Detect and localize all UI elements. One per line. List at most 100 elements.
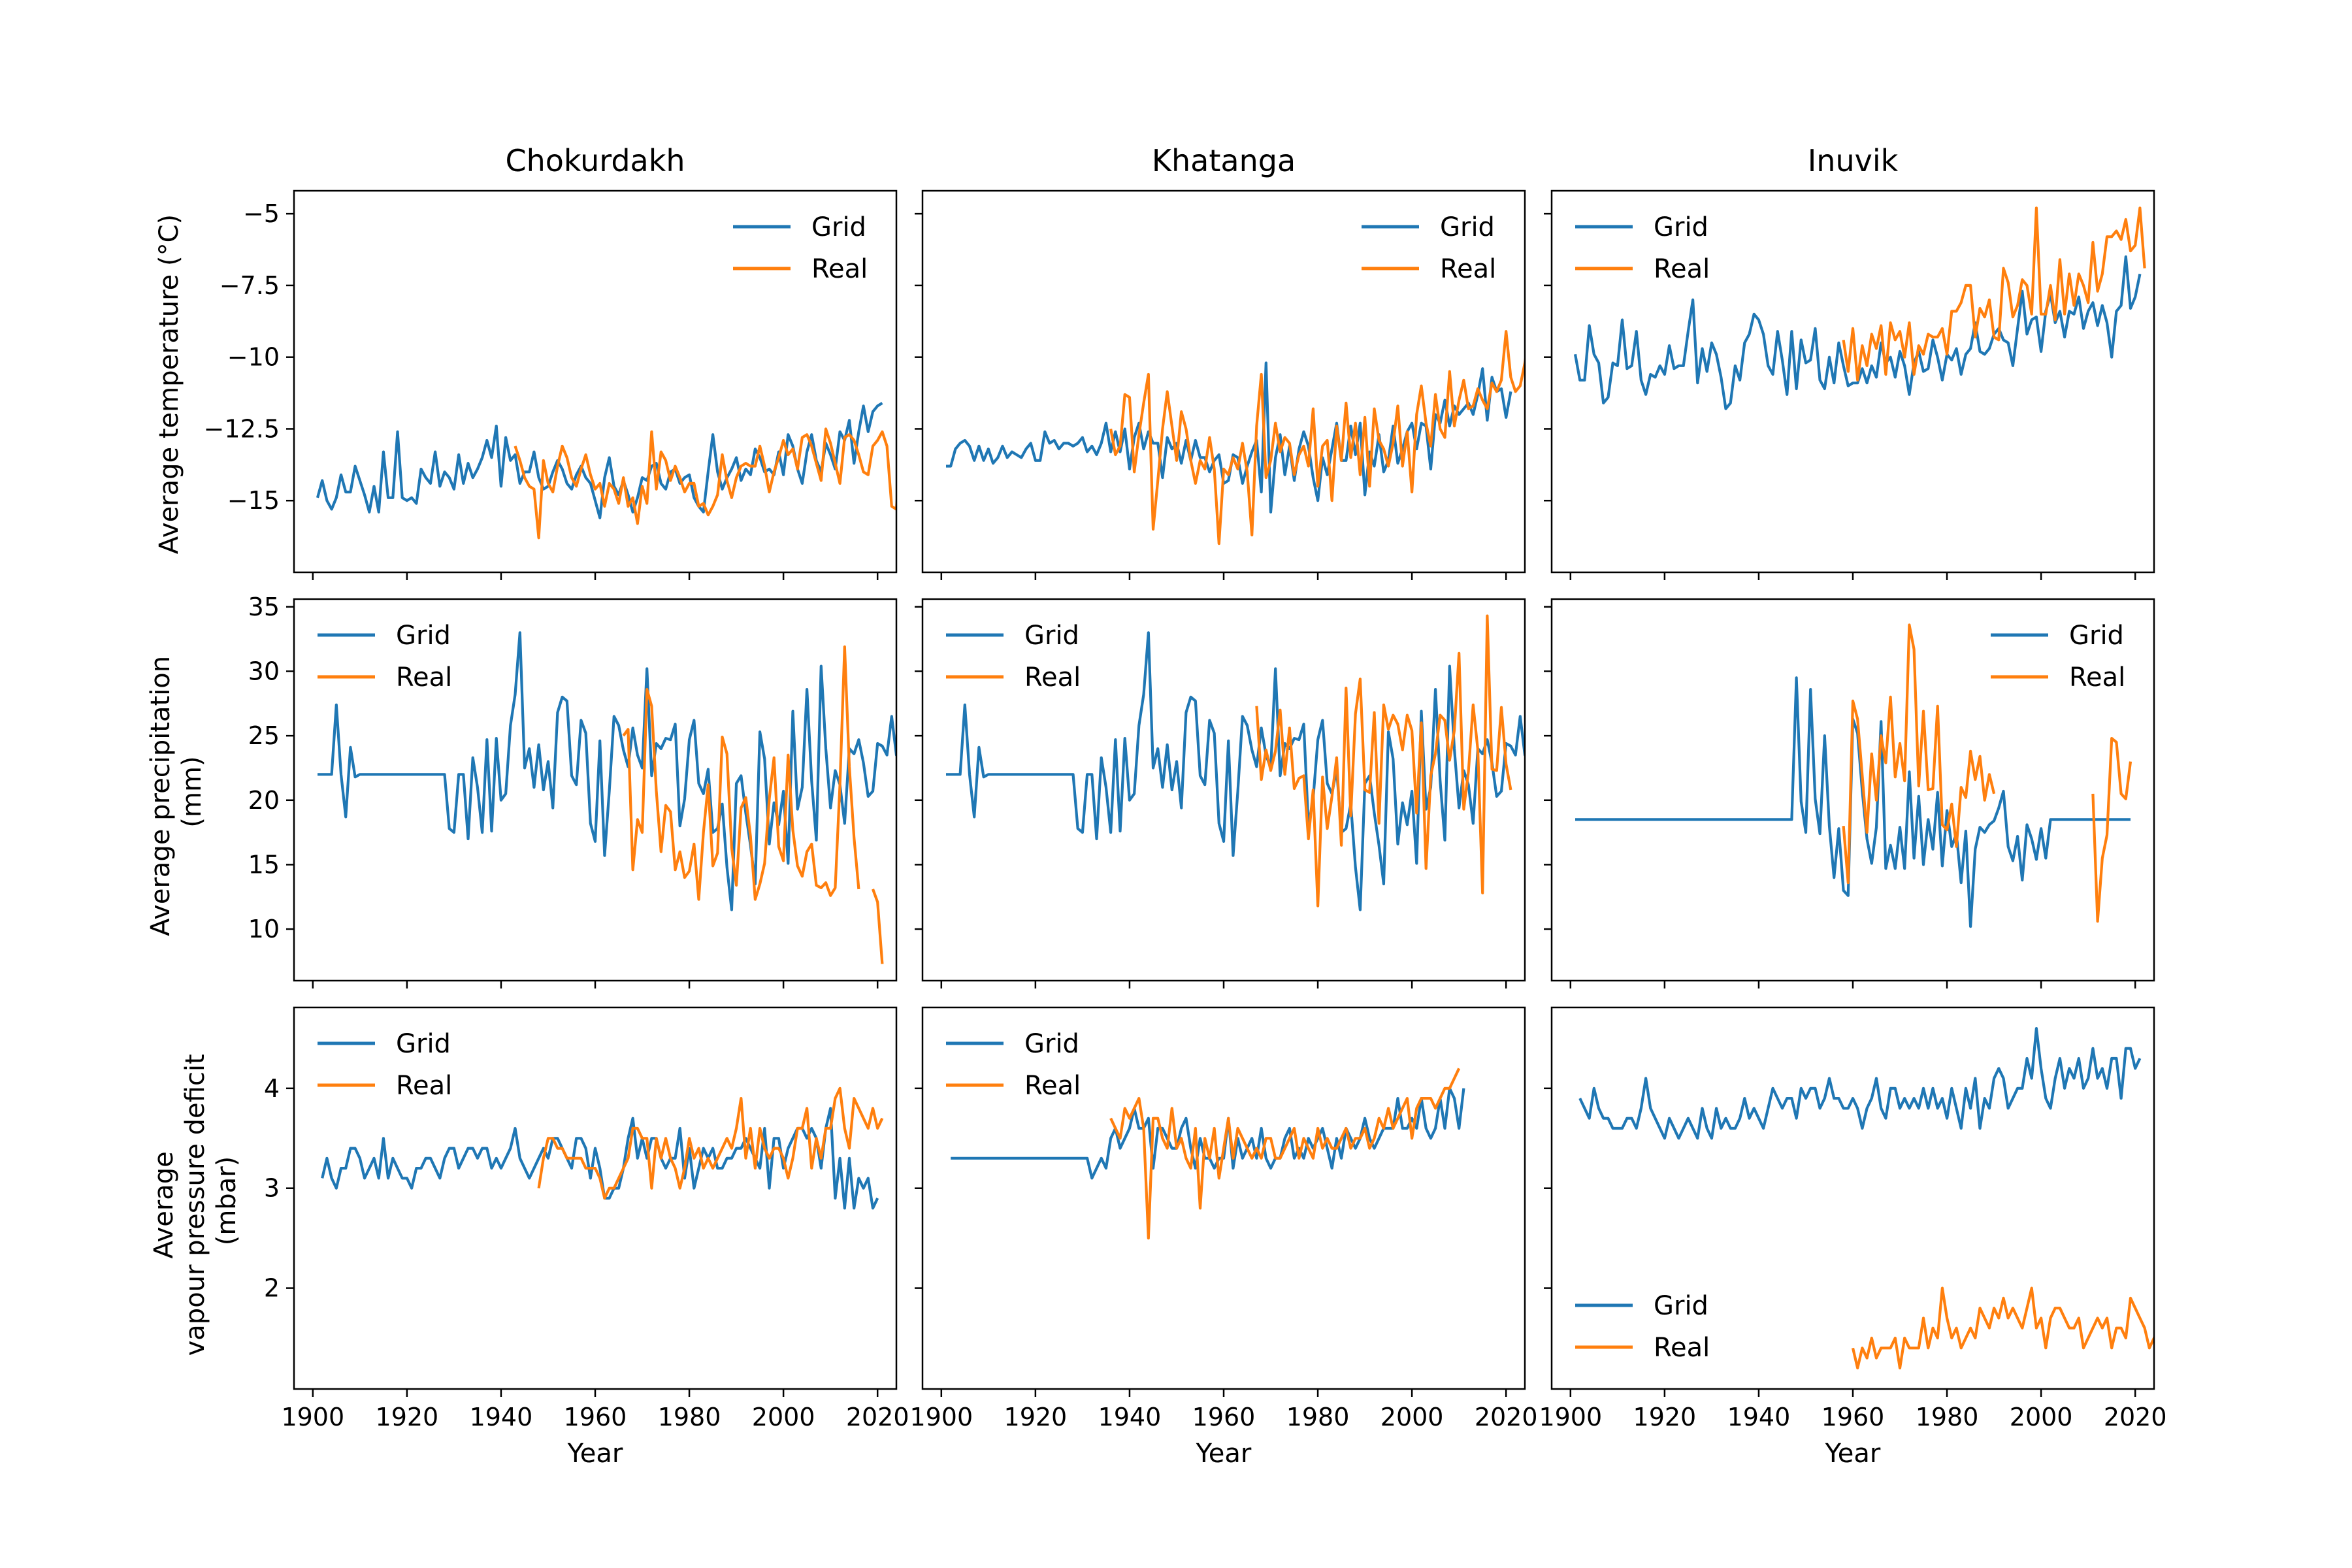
legend-label-grid: Grid [811, 212, 866, 242]
legend: Grid Real [1991, 621, 2125, 693]
panel-chokurdakh-temperature: −15 −12.5 −10 −7.5 −5 Grid Real [204, 189, 898, 580]
y-tick-label: 10 [248, 915, 280, 943]
column-title-khatanga: Khatanga [1152, 143, 1296, 178]
legend-label-real: Real [1654, 254, 1710, 284]
x-tick-label: 1980 [1916, 1403, 1979, 1431]
y-tick-label: 20 [248, 786, 280, 815]
x-tick-label: 1980 [658, 1403, 721, 1431]
series-line-grid [951, 1086, 1465, 1180]
x-tick-label: 2000 [1380, 1403, 1444, 1431]
row-label-temperature-line-1: Average temperature (°C) [154, 214, 184, 554]
series-line-grid [1578, 1027, 2142, 1140]
x-tick-label: 2020 [846, 1403, 909, 1431]
series-line-grid [946, 361, 1512, 514]
x-tick-label: 1960 [1192, 1403, 1256, 1431]
legend-label-real: Real [396, 662, 452, 693]
legend: Grid Real [318, 621, 452, 693]
legend-label-real: Real [396, 1071, 452, 1101]
panels: −15 −12.5 −10 −7.5 −5 Grid Real Grid Real Grid Rea… [204, 189, 2167, 1469]
series-line-grid [316, 402, 883, 519]
y-tick-label: −7.5 [220, 271, 280, 300]
series-line-real [537, 1086, 884, 1200]
legend-label-real: Real [811, 254, 868, 284]
x-tick-label: 1920 [1004, 1403, 1068, 1431]
legend-label-real: Real [1440, 254, 1496, 284]
x-tick-label: 1900 [281, 1403, 344, 1431]
x-tick-label: 1900 [1539, 1403, 1602, 1431]
series-group [946, 330, 1525, 546]
x-tick-label: 1960 [564, 1403, 627, 1431]
y-tick-label: 2 [264, 1274, 280, 1303]
y-tick-label: 4 [264, 1074, 280, 1103]
series-line-grid [946, 631, 1525, 911]
x-tick-label: 1940 [470, 1403, 533, 1431]
y-tick-label: 35 [248, 593, 280, 621]
x-tick-label: 1920 [376, 1403, 439, 1431]
legend: Grid Real [318, 1029, 452, 1101]
series-group [318, 631, 896, 964]
legend: Grid Real [946, 621, 1081, 693]
x-tick-label: 1940 [1727, 1403, 1791, 1431]
row-label-vpd: Average vapour pressure deficit (mbar) [149, 1046, 242, 1356]
x-tick-label: 2000 [752, 1403, 815, 1431]
x-tick-label: 1920 [1633, 1403, 1697, 1431]
legend: Grid Real [946, 1029, 1081, 1101]
legend-label-grid: Grid [1024, 1029, 1079, 1059]
y-tick-label: −10 [227, 343, 280, 372]
panel-chokurdakh-vpd: 1900 1920 1940 1960 1980 2000 2020 Year 2 3 4 Grid R… [264, 1006, 909, 1469]
panel-khatanga-temperature: Grid Real [915, 189, 1526, 580]
row-label-vpd-line-1: Average [149, 1151, 179, 1258]
legend-label-grid: Grid [1440, 212, 1495, 242]
panel-inuvik-vpd: 1900 1920 1940 1960 1980 2000 2020 Year Grid Real [1539, 1006, 2167, 1469]
series-line-grid [318, 631, 896, 911]
panel-khatanga-precipitation: Grid Real [915, 598, 1526, 988]
series-line-real [622, 645, 884, 964]
x-axis-label: Year [567, 1439, 623, 1469]
row-label-temperature: Average temperature (°C) [154, 214, 184, 554]
series-group [1578, 1027, 2154, 1369]
x-tick-label: 1980 [1286, 1403, 1350, 1431]
series-group [951, 1068, 1465, 1240]
panel-khatanga-vpd: 1900 1920 1940 1960 1980 2000 2020 Year Grid Real [909, 1006, 1538, 1469]
x-tick-label: 1940 [1098, 1403, 1162, 1431]
legend: Grid Real [1362, 212, 1496, 284]
column-title-chokurdakh: Chokurdakh [505, 143, 685, 178]
x-tick-label: 2020 [1475, 1403, 1538, 1431]
legend-label-real: Real [1654, 1333, 1710, 1363]
series-group [1575, 623, 2132, 928]
x-tick-label: 2020 [2104, 1403, 2167, 1431]
x-axis-label: Year [1196, 1439, 1252, 1469]
series-group [946, 614, 1525, 911]
legend-label-grid: Grid [2069, 621, 2124, 651]
legend: Grid Real [1575, 1291, 1710, 1363]
legend: Grid Real [733, 212, 868, 284]
row-label-vpd-line-3: (mbar) [212, 1156, 242, 1246]
legend: Grid Real [1575, 212, 1710, 284]
series-line-real [1109, 1068, 1461, 1240]
row-label-precipitation: Average precipitation (mm) [146, 647, 207, 936]
series-line-real [514, 427, 896, 540]
panel-chokurdakh-precipitation: 10 15 20 25 30 35 Grid Real [248, 593, 898, 988]
series-line-real [1109, 330, 1525, 546]
series-line-real [1842, 623, 2132, 923]
legend-label-grid: Grid [1654, 212, 1708, 242]
y-tick-label: −15 [227, 486, 280, 515]
legend-label-grid: Grid [1654, 1291, 1708, 1321]
y-tick-label: 30 [248, 657, 280, 685]
y-tick-label: 15 [248, 850, 280, 879]
legend-label-grid: Grid [1024, 621, 1079, 651]
y-tick-label: 25 [248, 721, 280, 750]
series-group [1573, 206, 2146, 410]
legend-label-real: Real [1024, 1071, 1081, 1101]
series-line-real [1842, 206, 2146, 382]
legend-label-real: Real [2069, 662, 2125, 693]
y-tick-label: −12.5 [204, 414, 280, 443]
y-tick-label: −5 [243, 199, 280, 228]
row-label-precipitation-line-1: Average precipitation [146, 656, 176, 936]
x-tick-label: 1900 [909, 1403, 973, 1431]
legend-label-grid: Grid [396, 621, 451, 651]
series-group [316, 402, 896, 540]
series-line-real [1851, 1286, 2154, 1369]
series-line-real [1255, 614, 1512, 907]
